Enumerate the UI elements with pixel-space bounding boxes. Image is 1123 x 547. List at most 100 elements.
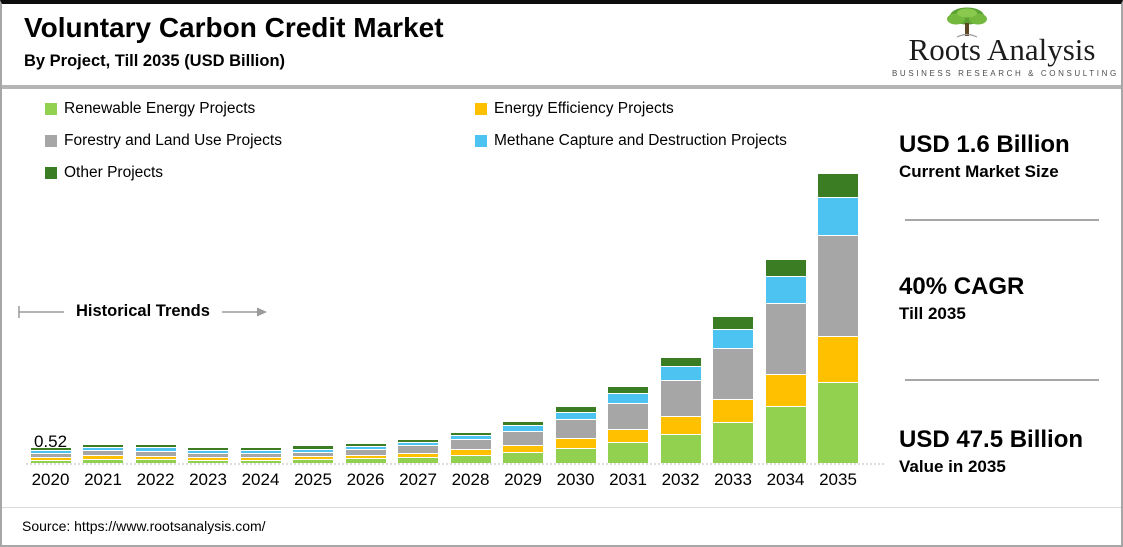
legend-item: Other Projects xyxy=(45,164,475,182)
bar-segment xyxy=(398,446,438,453)
page-subtitle: By Project, Till 2035 (USD Billion) xyxy=(24,52,286,70)
legend-label: Energy Efficiency Projects xyxy=(494,100,674,117)
bar-2031 xyxy=(608,387,648,463)
legend-item: Forestry and Land Use Projects xyxy=(45,132,475,150)
bar-segment xyxy=(713,329,753,349)
bar-segment xyxy=(450,450,491,455)
bar-segment xyxy=(713,349,753,399)
stat-value: USD 1.6 Billion xyxy=(899,131,1070,158)
x-axis-label: 2033 xyxy=(714,470,752,489)
legend-swatch-icon xyxy=(45,103,57,115)
bar-segment xyxy=(398,457,438,463)
bar-segment xyxy=(83,448,123,451)
stat-caption: Current Market Size xyxy=(899,162,1059,181)
bar-segment xyxy=(293,452,333,457)
bar-segment xyxy=(188,454,228,457)
bar-2022 xyxy=(135,445,176,463)
bar-segment xyxy=(345,444,386,447)
bar-segment xyxy=(818,197,858,235)
bar-2035 xyxy=(818,174,858,463)
bar-segment xyxy=(188,451,228,454)
x-axis-label: 2028 xyxy=(451,470,490,489)
bar-segment xyxy=(765,407,806,463)
legend-label: Forestry and Land Use Projects xyxy=(64,132,282,149)
bar-2034 xyxy=(765,260,806,463)
bar-segment xyxy=(30,457,71,460)
bar-segment xyxy=(188,457,228,460)
bar-segment xyxy=(503,426,543,432)
bar-2029 xyxy=(503,422,543,463)
bar-segment xyxy=(240,454,281,457)
stat-cagr: 40% CAGR Till 2035 xyxy=(899,273,1111,324)
bar-segment xyxy=(818,383,858,463)
bar-segment xyxy=(765,374,806,407)
bar-segment xyxy=(555,412,596,420)
bar-2027 xyxy=(398,439,438,463)
bar-segment xyxy=(240,460,281,463)
bar-segment xyxy=(345,450,386,456)
bar-segment xyxy=(188,448,228,451)
source-note: Source: https://www.rootsanalysis.com/ xyxy=(22,518,266,534)
bar-segment xyxy=(608,430,648,442)
bar-segment xyxy=(555,420,596,439)
bar-segment xyxy=(608,393,648,404)
bar-segment xyxy=(450,455,491,463)
bar-segment xyxy=(765,304,806,374)
bar-segment xyxy=(608,387,648,393)
x-axis-label: 2029 xyxy=(504,470,542,489)
logo-wordmark: Roots Analysis xyxy=(908,32,1096,67)
bar-segment xyxy=(83,451,123,456)
x-axis-label: 2023 xyxy=(189,470,227,489)
bar-segment xyxy=(293,460,333,463)
bar-2033 xyxy=(713,317,753,463)
bar-segment xyxy=(135,456,176,459)
header-divider xyxy=(2,85,1121,89)
stacked-bar-chart: 0.52 2020 2021 2022 2023 2024 2025 2026 2027 202… xyxy=(2,4,892,545)
page-title: Voluntary Carbon Credit Market xyxy=(24,12,444,43)
x-axis-label: 2024 xyxy=(241,470,280,489)
bar-2026 xyxy=(345,444,386,463)
legend-label: Methane Capture and Destruction Projects xyxy=(494,132,787,149)
stat-value: 40% CAGR xyxy=(899,273,1025,300)
bar-segment xyxy=(293,446,333,449)
x-axis-label: 2025 xyxy=(294,470,332,489)
bar-segment xyxy=(555,448,596,463)
bar-segment xyxy=(83,459,123,463)
legend-item: Energy Efficiency Projects xyxy=(475,100,787,118)
bar-segment xyxy=(398,442,438,446)
bar-segment xyxy=(345,447,386,450)
logo-tagline: BUSINESS RESEARCH & CONSULTING xyxy=(892,69,1119,78)
stat-value: USD 47.5 Billion xyxy=(899,426,1084,453)
bar-segment xyxy=(713,399,753,423)
x-axis-label: 2021 xyxy=(84,470,122,489)
bar-segment xyxy=(240,451,281,454)
legend-swatch-icon xyxy=(475,103,487,115)
legend-label: Other Projects xyxy=(64,164,164,181)
legend-swatch-icon xyxy=(475,135,487,147)
bar-segment xyxy=(135,451,176,456)
stat-caption: Till 2035 xyxy=(899,304,966,323)
bar-segment xyxy=(135,445,176,448)
bar-2020 xyxy=(30,448,71,463)
bar-segment xyxy=(503,422,543,426)
bar-2021 xyxy=(83,444,123,463)
bar-segment xyxy=(240,457,281,460)
historical-trends-annotation: Historical Trends xyxy=(18,302,268,321)
x-axis-label: 2031 xyxy=(609,470,647,489)
x-axis-line xyxy=(26,463,884,465)
bar-2024 xyxy=(240,448,281,463)
bar-segment xyxy=(293,449,333,452)
bar-segment xyxy=(660,417,701,434)
axis-tick-line-icon xyxy=(18,305,64,318)
bar-segment xyxy=(345,456,386,459)
bar-segment xyxy=(83,456,123,459)
x-axis-label: 2035 xyxy=(819,470,857,489)
bar-segment xyxy=(30,460,71,463)
bar-2032 xyxy=(660,357,701,463)
bar-2025 xyxy=(293,446,333,463)
bar-segment xyxy=(293,457,333,460)
x-axis-label: 2022 xyxy=(136,470,175,489)
legend-swatch-icon xyxy=(45,135,57,147)
x-axis-label: 2020 xyxy=(31,470,70,489)
